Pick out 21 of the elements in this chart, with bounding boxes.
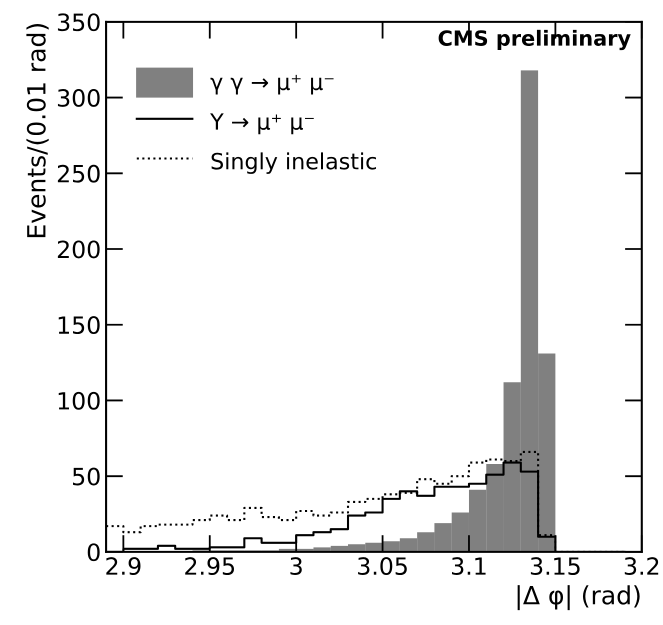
y-tick-label: 0 [88,543,100,562]
x-tick-label: 2.9 [106,557,140,576]
legend-label: Υ → μ⁺ μ⁻ [210,113,314,134]
x-tick-label: 3.2 [624,557,658,576]
x-tick-label: 3.05 [358,557,407,576]
annotation: CMS preliminary [438,30,631,50]
y-tick-label: 350 [58,13,100,32]
y-tick-label: 300 [58,89,100,107]
x-axis-title: |Δ φ| (rad) [518,585,640,610]
x-tick-label: 3.1 [452,557,486,576]
y-tick-label: 200 [58,240,100,258]
y-tick-label: 150 [58,316,100,334]
legend-label: γ γ → μ⁺ μ⁻ [210,74,334,95]
x-tick-label: 2.95 [185,557,234,576]
x-tick-label: 3.15 [530,557,580,576]
y-tick-label: 100 [58,392,100,410]
y-tick-label: 250 [58,164,100,183]
legend-label: Singly inelastic [212,152,376,174]
y-tick-label: 50 [72,468,100,486]
x-tick-label: 3 [290,557,302,576]
y-axis-title: Events/(0.01 rad) [26,24,49,238]
